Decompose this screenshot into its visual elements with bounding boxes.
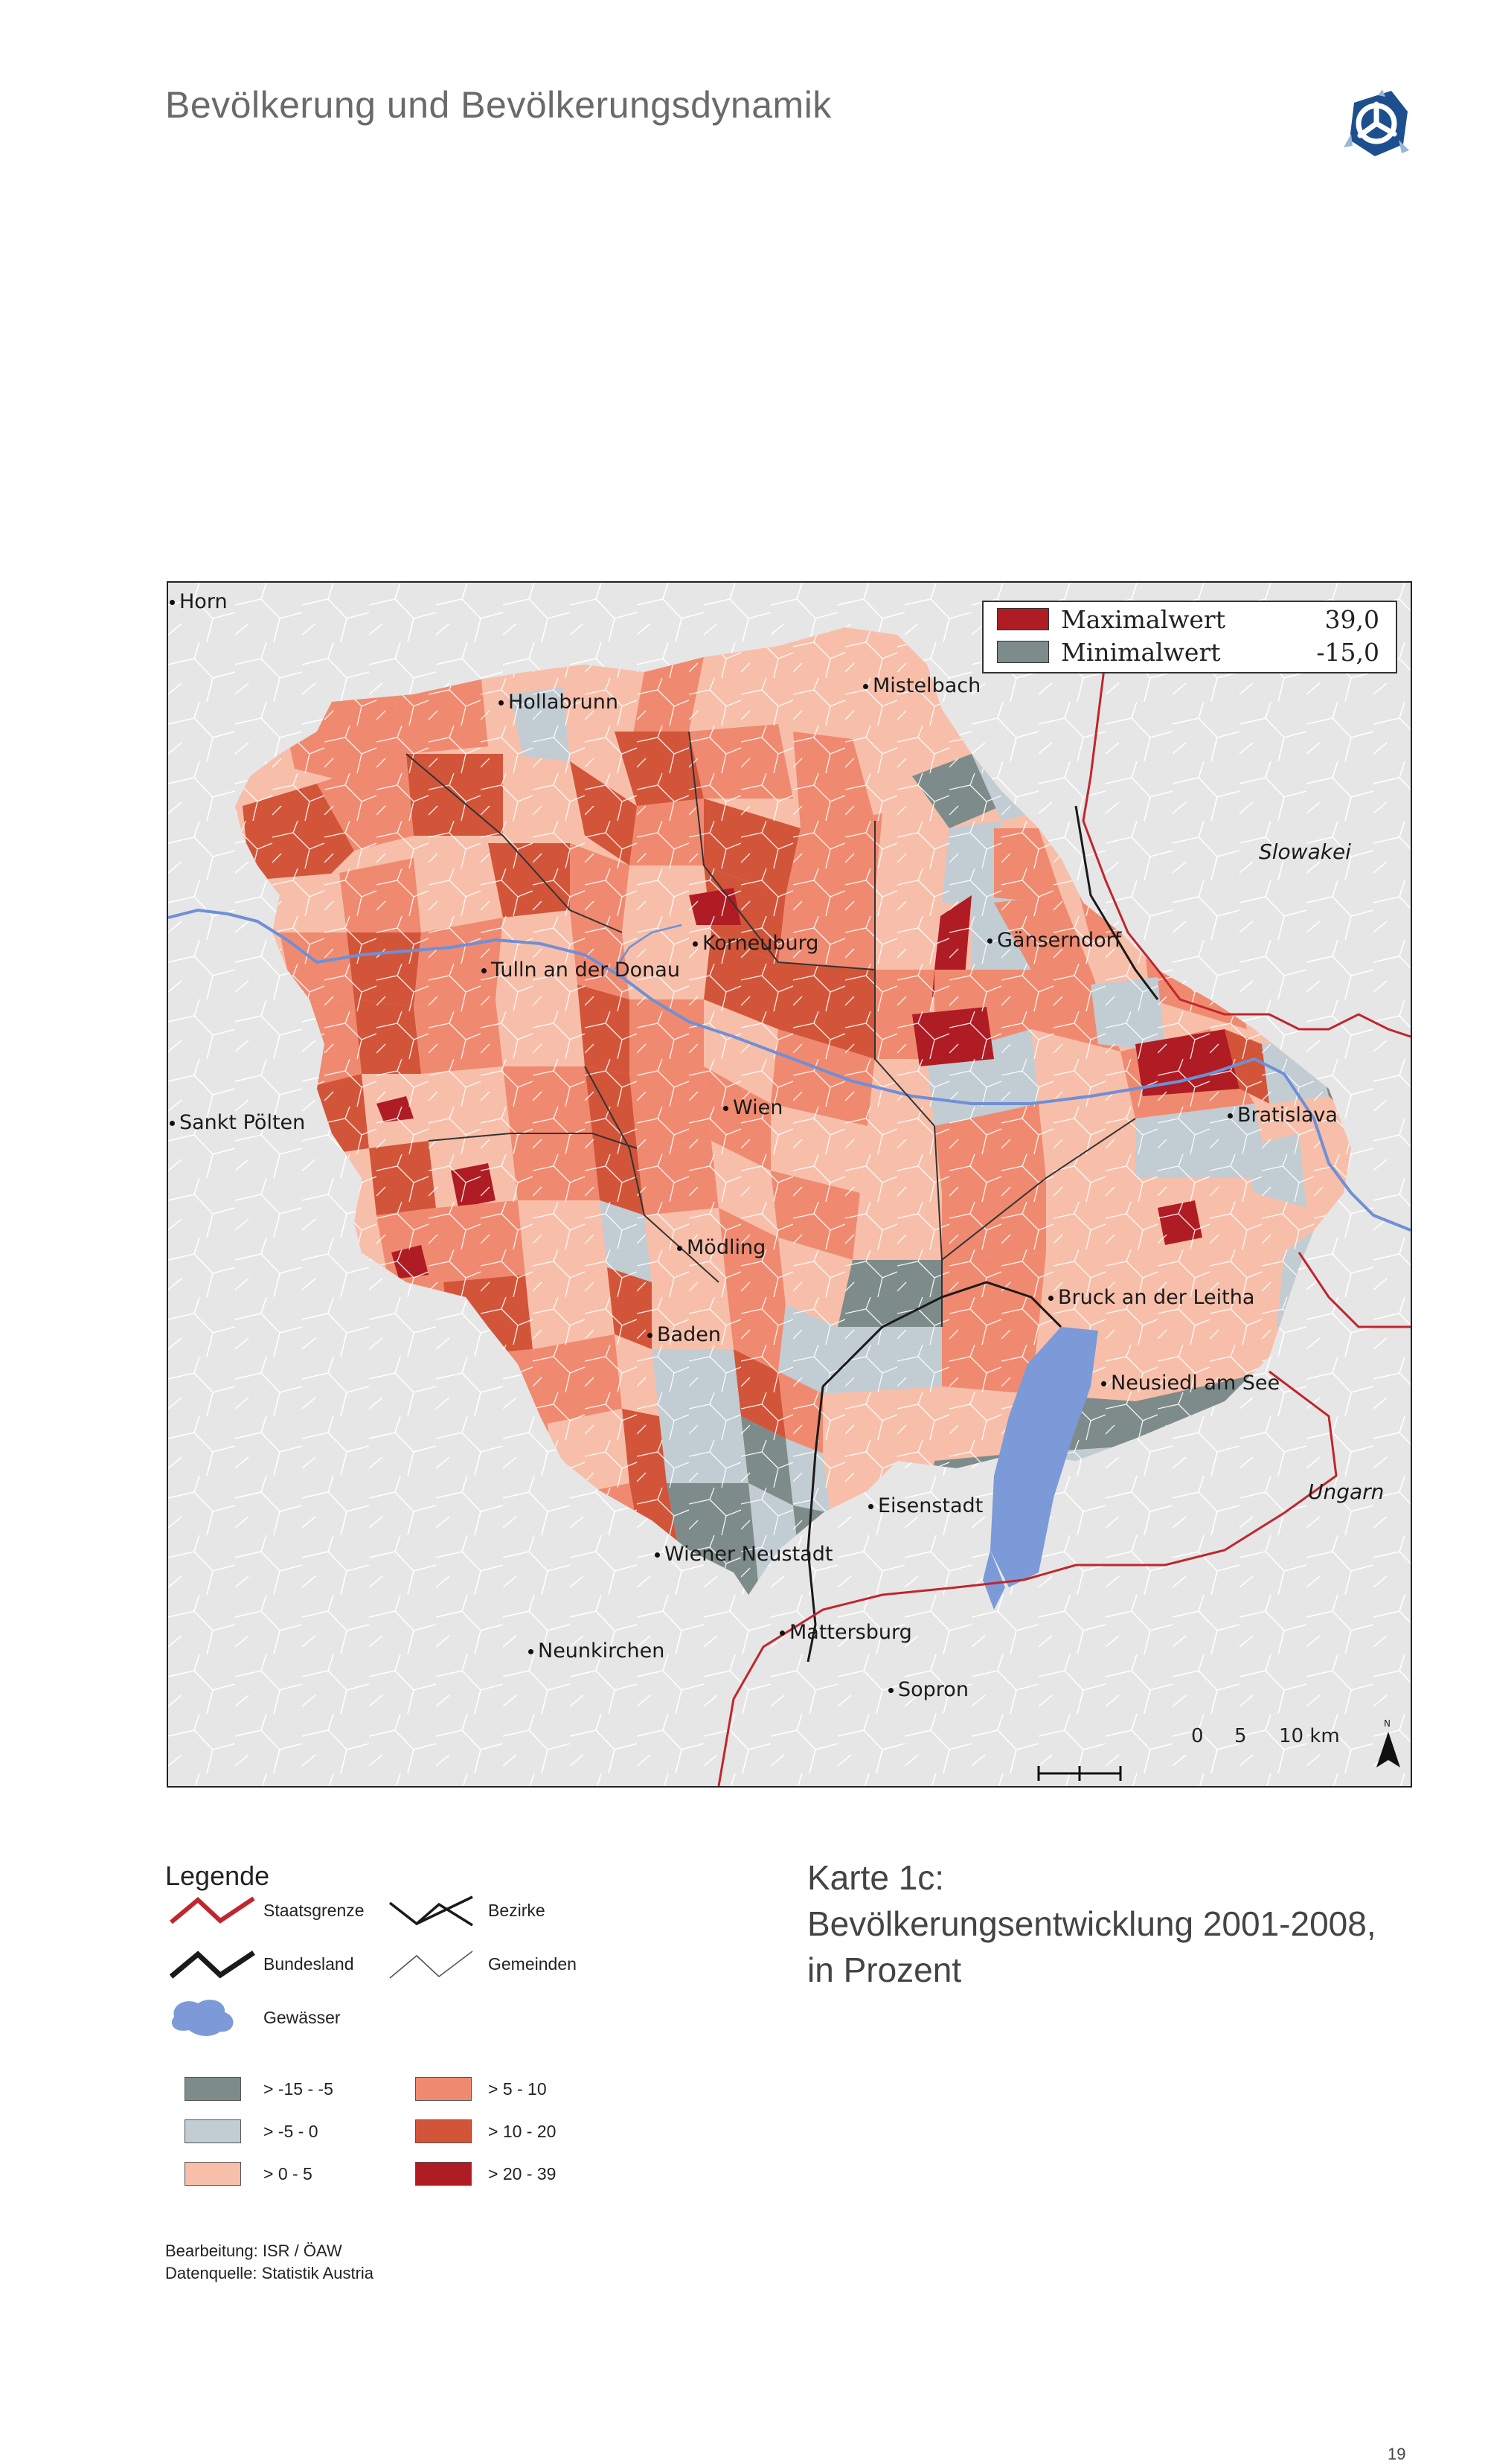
legend-gemeinden: Gemeinden — [488, 1954, 577, 1974]
class-swatch-1 — [185, 2077, 241, 2101]
class-swatch-6 — [415, 2162, 472, 2186]
class-swatch-4 — [415, 2077, 472, 2101]
min-label: Minimalwert — [1061, 638, 1221, 667]
danube-river — [168, 908, 1411, 1232]
place-sankt-poelten: Sankt Pölten — [170, 1111, 305, 1134]
bundesland-boundary — [806, 805, 1159, 1663]
page-title: Bevölkerung und Bevölkerungsdynamik — [165, 84, 832, 126]
place-hollabrunn: Hollabrunn — [498, 691, 618, 714]
min-swatch — [997, 641, 1049, 663]
staatsgrenze-line-icon — [170, 1896, 255, 1924]
isr-logo-icon — [1344, 89, 1409, 156]
north-label: N — [1384, 1718, 1391, 1729]
class-label-3: > 0 - 5 — [263, 2164, 312, 2183]
district-boundaries — [405, 731, 1136, 1327]
scale-bar: 0 5 10 km — [1191, 1725, 1399, 1770]
map-canvas — [168, 583, 1411, 1786]
place-mistelbach: Mistelbach — [863, 674, 981, 697]
class-swatch-3 — [185, 2162, 241, 2186]
place-neusiedl: Neusiedl am See — [1101, 1372, 1280, 1395]
place-bratislava: Bratislava — [1228, 1104, 1338, 1127]
class-label-2: > -5 - 0 — [263, 2122, 318, 2141]
credits-processing: Bearbeitung: ISR / ÖAW — [165, 2241, 342, 2260]
page-number: 19 — [1388, 2445, 1406, 2463]
scale-tick-5: 5 — [1234, 1725, 1247, 1747]
class-label-6: > 20 - 39 — [488, 2164, 557, 2183]
place-baden: Baden — [647, 1323, 721, 1346]
gemeinden-line-icon — [389, 1951, 473, 1979]
place-gaenserndorf: Gänserndorf — [987, 929, 1121, 952]
map-caption: Karte 1c: Bevölkerungsentwicklung 2001-2… — [807, 1855, 1376, 1993]
place-moedling: Mödling — [677, 1236, 766, 1259]
scale-tick-0: 0 — [1191, 1725, 1204, 1747]
country-slowakei: Slowakei — [1259, 839, 1351, 864]
max-value: 39,0 — [1324, 605, 1379, 634]
place-sopron: Sopron — [888, 1678, 969, 1701]
min-value: -15,0 — [1316, 638, 1379, 667]
bezirke-line-icon — [388, 1895, 473, 1927]
state-border-slovakia — [1082, 656, 1411, 1038]
place-bruck: Bruck an der Leitha — [1048, 1286, 1254, 1309]
place-wiener-neustadt: Wiener Neustadt — [655, 1543, 833, 1566]
class-swatch-5 — [415, 2119, 472, 2143]
caption-line-3: in Prozent — [807, 1951, 962, 1989]
place-tulln: Tulln an der Donau — [481, 959, 680, 982]
scale-bar-graphic — [1037, 1766, 1122, 1781]
class-swatch-2 — [185, 2119, 241, 2143]
place-neunkirchen: Neunkirchen — [528, 1639, 664, 1663]
legend-staatsgrenze: Staatsgrenze — [263, 1901, 365, 1920]
place-korneuburg: Korneuburg — [693, 932, 818, 955]
bundesland-line-icon — [169, 1951, 255, 1979]
place-eisenstadt: Eisenstadt — [868, 1494, 983, 1517]
legend-gewaesser: Gewässer — [263, 2008, 341, 2027]
gewaesser-water-icon — [171, 2000, 234, 2036]
scale-tick-10: 10 km — [1279, 1725, 1340, 1747]
legend-bundesland: Bundesland — [263, 1954, 354, 1974]
max-swatch — [997, 608, 1049, 630]
place-wien: Wien — [723, 1096, 783, 1119]
caption-line-2: Bevölkerungsentwicklung 2001-2008, — [807, 1904, 1376, 1943]
country-ungarn: Ungarn — [1308, 1479, 1385, 1504]
max-label: Maximalwert — [1061, 605, 1225, 634]
state-border-hungary — [717, 1370, 1338, 1786]
legend-title: Legende — [165, 1860, 270, 1891]
credits: Bearbeitung: ISR / ÖAW Datenquelle: Stat… — [165, 2240, 373, 2285]
class-label-1: > -15 - -5 — [263, 2079, 333, 2099]
class-label-5: > 10 - 20 — [488, 2122, 557, 2141]
caption-line-1: Karte 1c: — [807, 1858, 945, 1897]
minmax-legend: Maximalwert 39,0 Minimalwert -15,0 — [982, 601, 1397, 673]
population-change-map: Horn Hollabrunn Mistelbach Korneuburg Gä… — [167, 581, 1412, 1788]
credits-source: Datenquelle: Statistik Austria — [165, 2264, 374, 2282]
legend-bezirke: Bezirke — [488, 1901, 545, 1920]
class-label-4: > 5 - 10 — [488, 2079, 547, 2099]
north-arrow-icon: N — [1375, 1718, 1402, 1770]
max-row: Maximalwert 39,0 — [997, 605, 1384, 635]
place-mattersburg: Mattersburg — [780, 1621, 912, 1644]
place-horn: Horn — [170, 590, 228, 613]
lake-neusiedl — [990, 1327, 1098, 1587]
min-row: Minimalwert -15,0 — [997, 638, 1384, 668]
